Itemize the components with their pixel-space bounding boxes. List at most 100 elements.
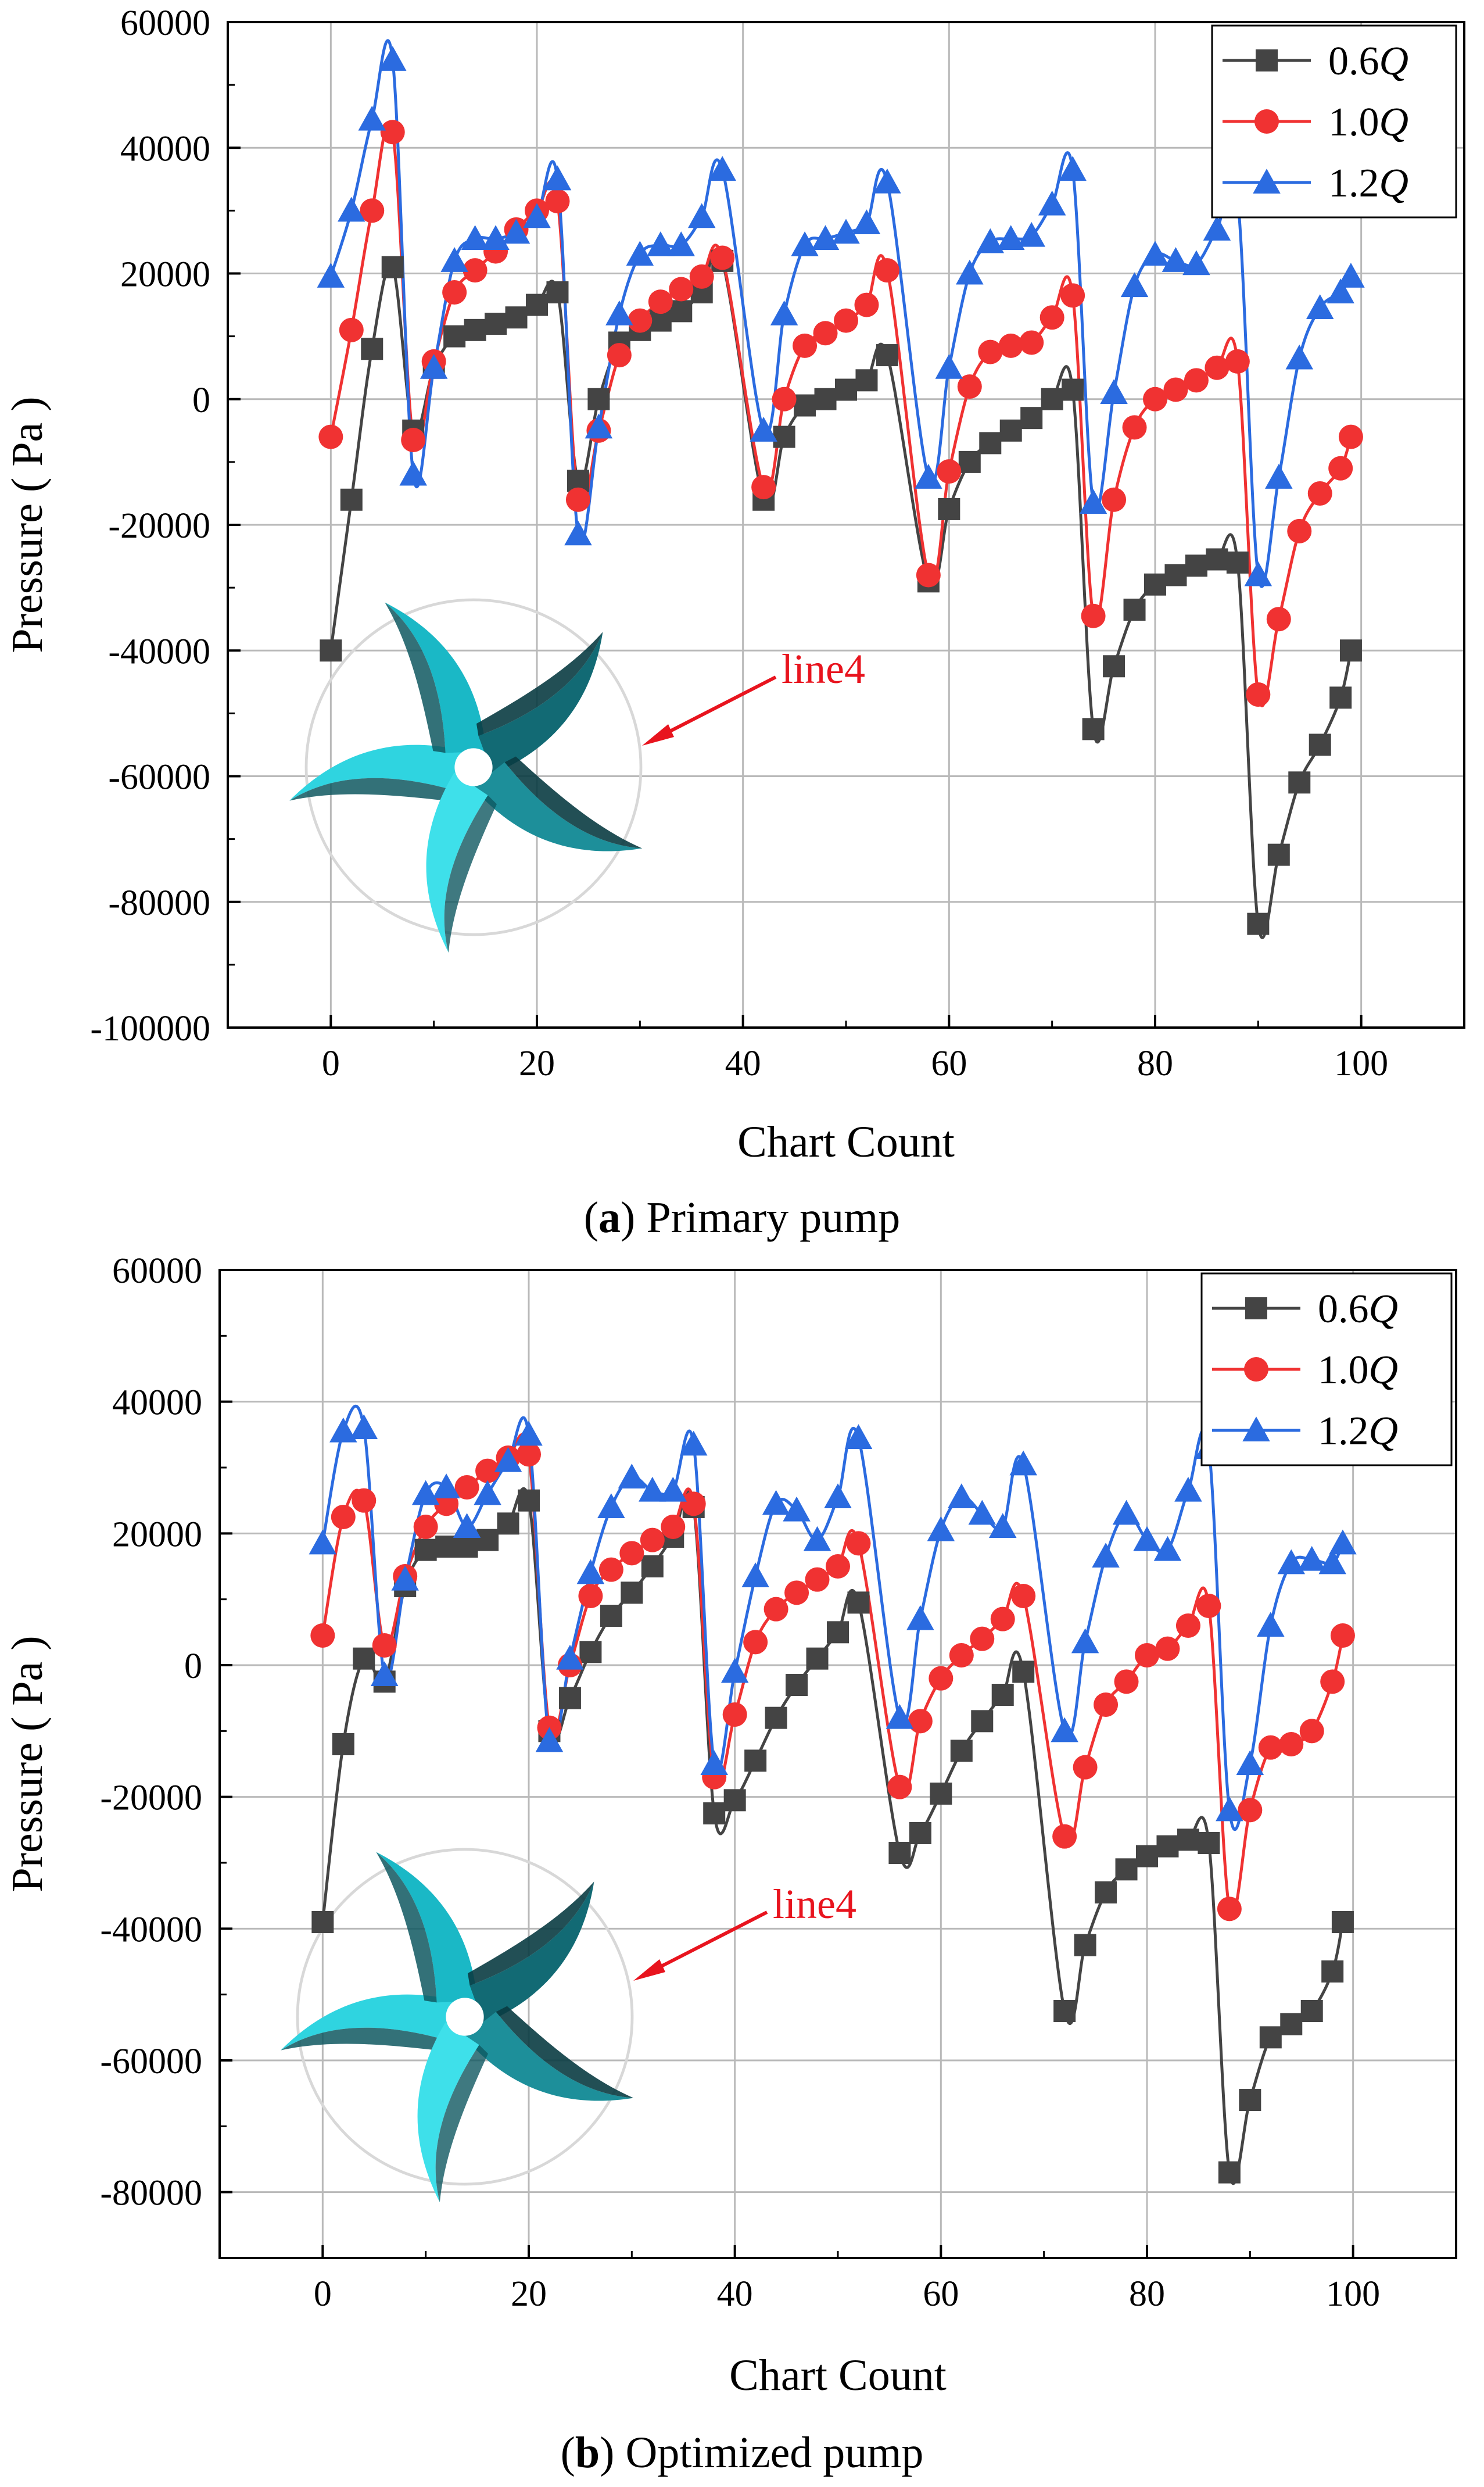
legend-marker-1.2Q: [1242, 1416, 1270, 1441]
data-point-1.0Q: [763, 1597, 788, 1622]
data-point-0.6Q: [1206, 548, 1228, 571]
annotation-label: line4: [773, 1881, 856, 1927]
data-point-1.0Q: [908, 1709, 933, 1734]
data-point-1.2Q: [1051, 1717, 1078, 1742]
y-tick-label: -20000: [108, 506, 210, 546]
y-tick-label: 40000: [120, 129, 210, 169]
data-point-1.0Q: [352, 1488, 377, 1513]
data-point-1.0Q: [1338, 424, 1363, 449]
data-point-0.6Q: [1041, 388, 1063, 410]
data-point-1.0Q: [1330, 1623, 1355, 1648]
data-point-0.6Q: [1198, 1832, 1220, 1854]
data-point-1.2Q: [948, 1483, 976, 1508]
annotation-arrow: [642, 675, 777, 746]
data-point-0.6Q: [855, 369, 878, 392]
data-point-0.6Q: [464, 319, 486, 341]
data-point-0.6Q: [1329, 686, 1352, 709]
data-point-1.2Q: [515, 1420, 543, 1446]
y-tick-label: -60000: [108, 758, 210, 797]
data-point-1.0Q: [578, 1584, 603, 1608]
data-point-1.2Q: [811, 225, 840, 251]
data-point-0.6Q: [1259, 2026, 1282, 2049]
data-point-0.6Q: [876, 344, 898, 367]
data-point-0.6Q: [579, 1641, 602, 1663]
data-point-1.2Q: [832, 219, 860, 244]
data-point-1.0Q: [1287, 518, 1312, 543]
data-point-0.6Q: [1115, 1858, 1138, 1881]
data-point-1.0Q: [916, 563, 941, 588]
data-point-0.6Q: [909, 1822, 931, 1844]
data-point-0.6Q: [497, 1512, 519, 1535]
y-tick-label: -80000: [100, 2174, 202, 2213]
data-point-0.6Q: [814, 388, 837, 410]
data-point-1.0Q: [1307, 481, 1332, 506]
data-point-1.2Q: [1112, 1500, 1141, 1525]
data-point-0.6Q: [1226, 551, 1249, 574]
data-point-1.2Q: [935, 353, 963, 379]
data-point-1.0Q: [565, 487, 590, 512]
data-point-1.0Q: [681, 1491, 706, 1516]
data-point-1.0Q: [339, 317, 364, 342]
data-point-1.0Q: [1094, 1692, 1119, 1717]
data-point-1.0Q: [331, 1505, 356, 1529]
y-tick-label: 0: [184, 1647, 202, 1686]
legend-label-0.6Q: 0.6Q: [1318, 1287, 1398, 1332]
data-point-0.6Q: [958, 450, 981, 473]
data-point-1.0Q: [854, 292, 879, 317]
data-point-1.0Q: [648, 289, 673, 314]
data-point-0.6Q: [311, 1911, 334, 1933]
data-point-1.2Q: [1071, 1628, 1099, 1654]
data-point-0.6Q: [670, 300, 693, 323]
data-point-1.2Q: [659, 1476, 687, 1502]
data-point-1.2Q: [1265, 464, 1293, 489]
data-point-1.2Q: [576, 1559, 605, 1584]
legend-label-0.6Q: 0.6Q: [1328, 39, 1408, 84]
data-point-1.2Q: [391, 1565, 419, 1591]
data-point-0.6Q: [773, 425, 795, 448]
data-point-1.2Q: [432, 1473, 460, 1498]
data-point-0.6Q: [806, 1647, 829, 1670]
data-point-1.0Q: [1184, 368, 1209, 393]
y-tick-label: -40000: [100, 1910, 202, 1949]
data-point-1.0Q: [874, 258, 899, 283]
data-point-1.2Q: [667, 231, 696, 256]
data-point-0.6Q: [971, 1710, 994, 1733]
data-point-1.2Q: [1318, 1549, 1346, 1574]
data-point-1.2Q: [378, 46, 407, 71]
data-point-0.6Q: [979, 432, 1002, 455]
data-point-1.2Q: [420, 353, 448, 379]
data-point-0.6Q: [332, 1733, 354, 1755]
data-point-1.2Q: [461, 225, 489, 251]
legend-label-1.2Q: 1.2Q: [1318, 1409, 1398, 1454]
x-tick-label: 40: [717, 2274, 753, 2314]
data-point-0.6Q: [1331, 1911, 1354, 1933]
x-tick-label: 20: [511, 2274, 547, 2314]
legend-label-1.0Q: 1.0Q: [1318, 1348, 1398, 1393]
data-point-1.0Q: [1039, 305, 1064, 330]
data-point-1.2Q: [1017, 221, 1045, 247]
data-point-1.0Q: [846, 1531, 871, 1556]
data-point-1.2Q: [1100, 379, 1128, 404]
data-point-1.2Q: [1153, 1536, 1182, 1561]
data-point-1.2Q: [1277, 1549, 1306, 1574]
data-point-1.2Q: [535, 1727, 564, 1752]
data-point-1.2Q: [679, 1430, 708, 1456]
x-tick-label: 60: [923, 2274, 959, 2314]
data-point-0.6Q: [456, 1536, 478, 1558]
data-point-0.6Q: [1103, 655, 1125, 678]
data-point-1.0Q: [813, 321, 838, 346]
caption-label: a: [598, 1193, 621, 1242]
data-point-1.0Q: [949, 1643, 974, 1667]
y-tick-label: -60000: [100, 2042, 202, 2081]
data-point-0.6Q: [587, 388, 610, 410]
legend-marker-1.0Q: [1244, 1357, 1268, 1382]
data-point-1.2Q: [399, 460, 427, 486]
data-point-0.6Q: [999, 419, 1022, 442]
data-point-1.2Q: [996, 225, 1025, 251]
data-point-1.0Q: [1320, 1669, 1345, 1694]
data-point-1.0Q: [1102, 487, 1127, 512]
data-point-0.6Q: [558, 1687, 581, 1709]
data-point-1.2Q: [1337, 263, 1365, 288]
data-point-0.6Q: [703, 1802, 726, 1824]
